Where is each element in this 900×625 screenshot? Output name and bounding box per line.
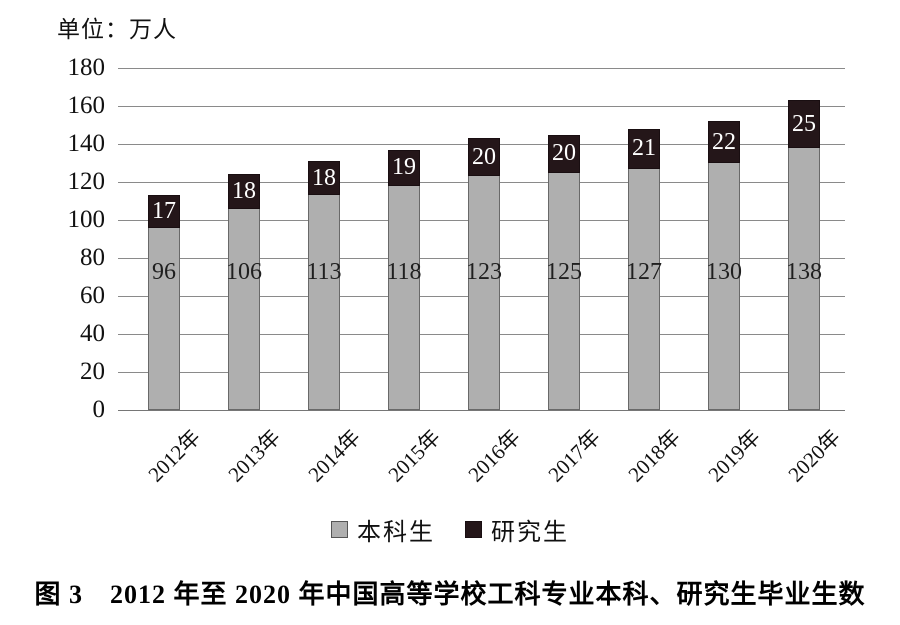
bar-segment-undergraduate bbox=[788, 147, 820, 410]
bar-segment-graduate: 20 bbox=[548, 134, 580, 173]
legend: 本科生 研究生 bbox=[0, 512, 900, 547]
gridline bbox=[118, 68, 845, 69]
bar-segment-graduate: 19 bbox=[388, 149, 420, 186]
y-tick-label: 180 bbox=[67, 54, 106, 81]
bar-value-label-undergraduate: 130 bbox=[706, 259, 742, 285]
bar-2012年: 17 bbox=[148, 195, 180, 410]
y-tick-label: 160 bbox=[67, 92, 106, 119]
bar-value-label-undergraduate: 118 bbox=[386, 259, 422, 285]
bar-segment-graduate: 18 bbox=[228, 174, 260, 209]
x-category-label: 2015年 bbox=[383, 425, 445, 487]
legend-label: 研究生 bbox=[491, 520, 569, 546]
bar-2013年: 18 bbox=[228, 174, 260, 410]
bar-2015年: 19 bbox=[388, 149, 420, 410]
legend-swatch-icon bbox=[465, 521, 482, 538]
bar-2017年: 20 bbox=[548, 134, 580, 410]
bar-value-label-undergraduate: 106 bbox=[226, 259, 262, 285]
x-category-label: 2019年 bbox=[703, 425, 765, 487]
bar-value-label-undergraduate: 125 bbox=[546, 259, 582, 285]
bar-segment-undergraduate bbox=[468, 176, 500, 410]
bar-segment-undergraduate bbox=[548, 172, 580, 410]
bar-segment-undergraduate bbox=[148, 227, 180, 410]
legend-label: 本科生 bbox=[357, 520, 435, 546]
x-category-label: 2020年 bbox=[783, 425, 845, 487]
y-tick-label: 120 bbox=[67, 168, 106, 195]
chart-plot-area: 17 96 18 106 18 113 19 118 20 123 20 125 21 127 22 130 2… bbox=[118, 68, 845, 487]
x-category-label: 2014年 bbox=[303, 425, 365, 487]
x-category-label: 2012年 bbox=[143, 425, 205, 487]
bar-segment-undergraduate bbox=[628, 168, 660, 410]
y-tick-label: 20 bbox=[80, 358, 105, 385]
bar-segment-undergraduate bbox=[388, 185, 420, 410]
y-tick-label: 140 bbox=[67, 130, 106, 157]
bar-segment-undergraduate bbox=[308, 195, 340, 410]
figure-caption: 图 3 2012 年至 2020 年中国高等学校工科专业本科、研究生毕业生数 bbox=[34, 580, 866, 609]
bar-value-label-undergraduate: 127 bbox=[626, 259, 662, 285]
unit-label: 单位：万人 bbox=[57, 17, 177, 42]
bar-segment-graduate: 25 bbox=[788, 100, 820, 148]
x-category-label: 2013年 bbox=[223, 425, 285, 487]
gridline bbox=[118, 106, 845, 107]
y-tick-label: 40 bbox=[80, 320, 105, 347]
bar-segment-graduate: 17 bbox=[148, 195, 180, 228]
bar-2018年: 21 bbox=[628, 128, 660, 410]
y-tick-label: 100 bbox=[67, 206, 106, 233]
legend-item: 本科生 bbox=[331, 512, 435, 547]
bar-value-label-undergraduate: 96 bbox=[152, 259, 176, 285]
bar-segment-graduate: 20 bbox=[468, 138, 500, 177]
bar-segment-graduate: 21 bbox=[628, 128, 660, 169]
bar-2016年: 20 bbox=[468, 138, 500, 410]
x-category-label: 2017年 bbox=[543, 425, 605, 487]
bar-2019年: 22 bbox=[708, 121, 740, 410]
bar-segment-graduate: 22 bbox=[708, 121, 740, 163]
y-tick-label: 0 bbox=[92, 396, 106, 423]
bar-segment-undergraduate bbox=[228, 208, 260, 410]
x-category-label: 2018年 bbox=[623, 425, 685, 487]
bar-2020年: 25 bbox=[788, 100, 820, 410]
x-axis-line bbox=[118, 410, 845, 411]
bar-segment-undergraduate bbox=[708, 163, 740, 410]
bar-2014年: 18 bbox=[308, 161, 340, 410]
x-category-label: 2016年 bbox=[463, 425, 525, 487]
legend-item: 研究生 bbox=[465, 512, 569, 547]
y-tick-label: 60 bbox=[80, 282, 105, 309]
bar-value-label-undergraduate: 138 bbox=[786, 259, 822, 285]
legend-swatch-icon bbox=[331, 521, 348, 538]
bar-value-label-undergraduate: 113 bbox=[306, 259, 342, 285]
bar-value-label-undergraduate: 123 bbox=[466, 259, 502, 285]
y-tick-label: 80 bbox=[80, 244, 105, 271]
bar-segment-graduate: 18 bbox=[308, 161, 340, 196]
